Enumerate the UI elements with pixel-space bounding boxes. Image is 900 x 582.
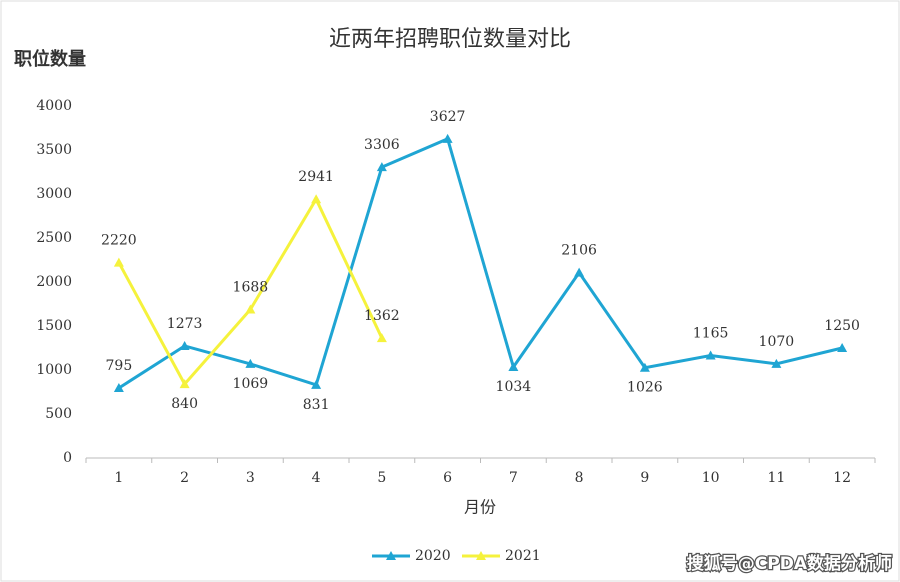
y-tick-label: 3500 — [36, 142, 72, 158]
data-label: 2106 — [561, 243, 597, 259]
x-axis-label: 月份 — [464, 498, 496, 517]
y-tick-label: 0 — [63, 450, 72, 466]
data-label: 1165 — [693, 325, 729, 341]
data-label: 831 — [303, 397, 330, 413]
data-label: 1026 — [627, 380, 663, 396]
point-marker — [113, 257, 124, 267]
point-marker — [245, 358, 256, 368]
point-marker — [705, 350, 716, 360]
y-tick-label: 1500 — [36, 318, 72, 334]
y-tick-label: 2000 — [36, 274, 72, 290]
point-marker — [771, 358, 782, 368]
data-label: 2220 — [101, 233, 137, 249]
point-marker — [113, 383, 124, 393]
data-label: 1362 — [364, 308, 400, 324]
y-tick-label: 500 — [45, 406, 72, 422]
x-tick-label: 2 — [180, 470, 189, 486]
data-label: 1688 — [233, 279, 269, 295]
point-marker — [837, 343, 848, 352]
y-axis-label: 职位数量 — [14, 48, 86, 70]
data-label: 795 — [106, 358, 133, 374]
x-tick-label: 7 — [509, 470, 518, 486]
point-marker — [376, 333, 387, 343]
x-tick-label: 11 — [767, 470, 785, 486]
legend-marker — [386, 551, 396, 560]
x-tick-label: 6 — [443, 470, 452, 486]
y-tick-label: 2500 — [36, 230, 72, 246]
data-label: 1034 — [496, 379, 532, 395]
data-label: 1273 — [167, 316, 203, 332]
point-marker — [245, 304, 256, 314]
y-tick-label: 3000 — [36, 186, 72, 202]
point-marker — [442, 133, 453, 143]
x-tick-label: 8 — [575, 470, 584, 486]
legend-label: 2020 — [415, 548, 451, 564]
x-tick-label: 9 — [640, 470, 649, 486]
data-label: 2941 — [298, 169, 334, 185]
x-tick-label: 4 — [312, 470, 321, 486]
data-label: 1069 — [233, 376, 269, 392]
x-tick-label: 5 — [377, 470, 386, 486]
data-label: 1250 — [824, 318, 860, 334]
point-marker — [376, 162, 387, 172]
data-label: 3627 — [430, 109, 466, 125]
y-tick-label: 4000 — [36, 98, 72, 114]
point-marker — [311, 194, 322, 204]
x-tick-label: 3 — [246, 470, 255, 486]
point-marker — [639, 362, 650, 372]
point-marker — [508, 362, 519, 372]
legend-marker — [476, 551, 486, 560]
point-marker — [311, 379, 322, 389]
data-label: 3306 — [364, 137, 400, 153]
chart-title: 近两年招聘职位数量对比 — [329, 27, 571, 52]
series-line — [118, 136, 843, 390]
x-tick-label: 12 — [833, 470, 851, 486]
watermark: 搜狐号@CPDA数据分析师 — [687, 553, 892, 574]
point-marker — [179, 379, 190, 389]
point-marker — [179, 340, 190, 350]
data-label: 1070 — [759, 334, 795, 350]
y-tick-label: 1000 — [36, 362, 72, 378]
legend-label: 2021 — [505, 548, 541, 564]
data-label: 840 — [171, 396, 198, 412]
x-tick-label: 10 — [702, 470, 720, 486]
point-marker — [574, 267, 585, 277]
x-tick-label: 1 — [114, 470, 123, 486]
